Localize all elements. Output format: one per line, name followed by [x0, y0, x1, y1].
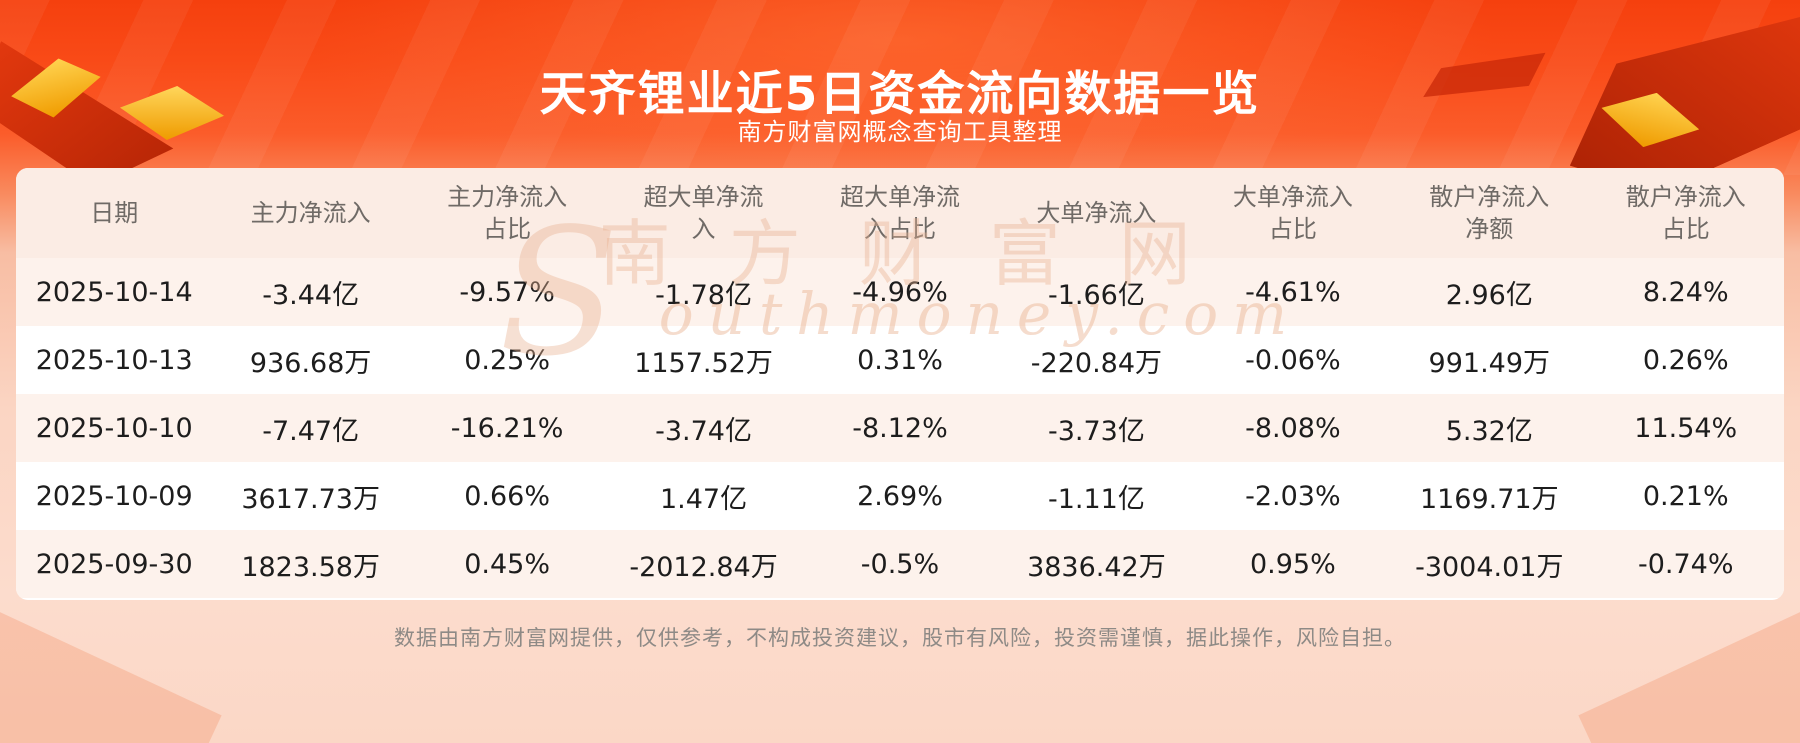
banner-glow-decoration — [300, 0, 1500, 200]
table-cell: -16.21% — [408, 394, 606, 462]
table-cell: 2025-10-13 — [16, 326, 213, 394]
header-cell: 大单净流入占比 — [1194, 168, 1392, 258]
table-cell: -3004.01万 — [1391, 530, 1588, 598]
table-cell: 0.95% — [1194, 530, 1392, 598]
table-cell: 991.49万 — [1391, 326, 1588, 394]
table-cell: -220.84万 — [998, 326, 1195, 394]
table-cell: 5.32亿 — [1391, 394, 1588, 462]
table-cell: 0.25% — [408, 326, 606, 394]
table-cell: 3836.42万 — [998, 530, 1195, 598]
table-cell: -3.44亿 — [212, 258, 409, 326]
table-row: 2025-10-10 -7.47亿 -16.21% -3.74亿 -8.12% -3.73… — [16, 394, 1784, 462]
table-cell: -9.57% — [408, 258, 606, 326]
table-cell: -0.5% — [801, 530, 999, 598]
table-cell: -1.66亿 — [998, 258, 1195, 326]
table-row: 2025-10-09 3617.73万 0.66% 1.47亿 2.69% -1.11亿 -… — [16, 462, 1784, 530]
table-cell: 8.24% — [1587, 258, 1784, 326]
header-cell: 超大单净流入占比 — [801, 168, 999, 258]
table-cell: 936.68万 — [212, 326, 409, 394]
header-cell: 日期 — [16, 168, 213, 258]
table-cell: -1.78亿 — [605, 258, 802, 326]
table-row: 2025-10-13 936.68万 0.25% 1157.52万 0.31% -220.… — [16, 326, 1784, 394]
table-cell: 2.69% — [801, 462, 999, 530]
header-cell: 大单净流入 — [998, 168, 1195, 258]
table-cell: 2025-09-30 — [16, 530, 213, 598]
header-cell: 主力净流入 — [212, 168, 409, 258]
fund-flow-table-card: 日期 主力净流入 主力净流入占比 超大单净流入 超大单净流入占比 大单净流入 大单净流入占比… — [16, 168, 1784, 600]
table-cell: -8.08% — [1194, 394, 1392, 462]
table-cell: -2.03% — [1194, 462, 1392, 530]
table-cell: 1157.52万 — [605, 326, 802, 394]
table-cell: -7.47亿 — [212, 394, 409, 462]
table-cell: -3.74亿 — [605, 394, 802, 462]
table-cell: -1.11亿 — [998, 462, 1195, 530]
table-cell: 0.31% — [801, 326, 999, 394]
table-cell: 2.96亿 — [1391, 258, 1588, 326]
table-cell: 1169.71万 — [1391, 462, 1588, 530]
table-cell: 2025-10-09 — [16, 462, 213, 530]
disclaimer-text: 数据由南方财富网提供，仅供参考，不构成投资建议，股市有风险，投资需谨慎，据此操作… — [394, 626, 1406, 650]
header-cell: 散户净流入净额 — [1391, 168, 1588, 258]
table-cell: 0.66% — [408, 462, 606, 530]
table-cell: 1823.58万 — [212, 530, 409, 598]
table-cell: -8.12% — [801, 394, 999, 462]
table-cell: 2025-10-10 — [16, 394, 213, 462]
table-cell: -4.61% — [1194, 258, 1392, 326]
table-cell: -2012.84万 — [605, 530, 802, 598]
table-cell: 11.54% — [1587, 394, 1784, 462]
header-cell: 超大单净流入 — [605, 168, 802, 258]
table-cell: 1.47亿 — [605, 462, 802, 530]
table-cell: -0.74% — [1587, 530, 1784, 598]
table-cell: 3617.73万 — [212, 462, 409, 530]
table-cell: 0.21% — [1587, 462, 1784, 530]
table-header: 日期 主力净流入 主力净流入占比 超大单净流入 超大单净流入占比 大单净流入 大单净流入占比… — [16, 168, 1784, 258]
table-cell: -0.06% — [1194, 326, 1392, 394]
fund-flow-table: 日期 主力净流入 主力净流入占比 超大单净流入 超大单净流入占比 大单净流入 大单净流入占比… — [16, 168, 1784, 598]
table-cell: -3.73亿 — [998, 394, 1195, 462]
table-cell: -4.96% — [801, 258, 999, 326]
table-row: 2025-09-30 1823.58万 0.45% -2012.84万 -0.5% 383… — [16, 530, 1784, 598]
table-row: 2025-10-14 -3.44亿 -9.57% -1.78亿 -4.96% -1.66亿… — [16, 258, 1784, 326]
page-title: 天齐锂业近5日资金流向数据一览 — [539, 67, 1261, 123]
table-cell: 0.45% — [408, 530, 606, 598]
table-body: 2025-10-14 -3.44亿 -9.57% -1.78亿 -4.96% -1.66亿… — [16, 258, 1784, 598]
table-cell: 0.26% — [1587, 326, 1784, 394]
table-cell: 2025-10-14 — [16, 258, 213, 326]
page-subtitle: 南方财富网概念查询工具整理 — [737, 118, 1063, 146]
table-header-row: 日期 主力净流入 主力净流入占比 超大单净流入 超大单净流入占比 大单净流入 大单净流入占比… — [16, 168, 1784, 258]
header-cell: 散户净流入占比 — [1587, 168, 1784, 258]
header-cell: 主力净流入占比 — [408, 168, 606, 258]
